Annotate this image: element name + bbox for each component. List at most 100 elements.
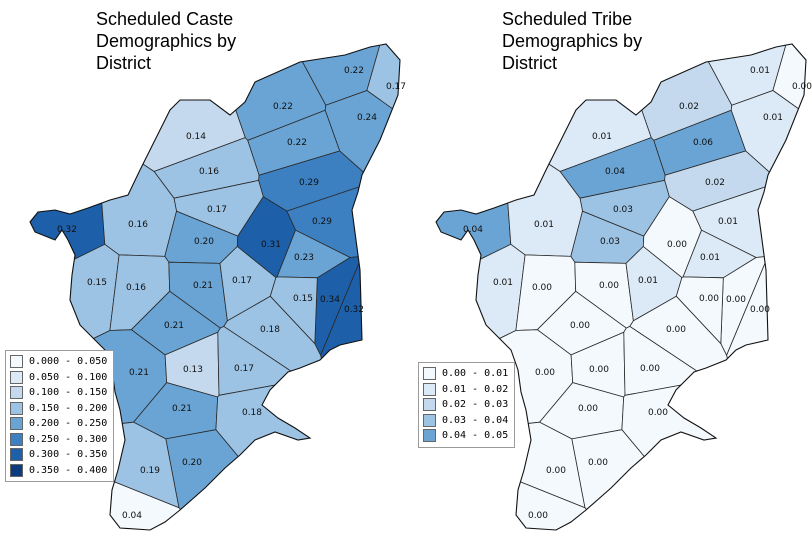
district-value-label: 0.00 <box>792 82 812 92</box>
legend-entry: 0.000 - 0.050 <box>10 354 107 370</box>
district-value-label: 0.00 <box>640 364 660 374</box>
legend-swatch <box>10 355 23 369</box>
district-value-label: 0.00 <box>535 368 555 378</box>
district-value-label: 0.34 <box>320 295 340 305</box>
district-region <box>621 379 806 530</box>
sc-map-panel: Scheduled Caste Demographics by District… <box>5 9 406 531</box>
district-value-label: 0.21 <box>164 321 184 331</box>
district-value-label: 0.29 <box>312 217 332 227</box>
legend-entry: 0.150 - 0.200 <box>10 401 107 417</box>
legend-entry: 0.350 - 0.400 <box>10 463 107 479</box>
legend-label: 0.02 - 0.03 <box>442 399 509 411</box>
st-title-line-1: Scheduled Tribe <box>502 9 633 29</box>
district-value-label: 0.22 <box>273 102 293 112</box>
district-value-label: 0.04 <box>605 167 625 177</box>
district-value-label: 0.16 <box>199 167 219 177</box>
legend-entry: 0.04 - 0.05 <box>423 428 508 444</box>
legend-entry: 0.050 - 0.100 <box>10 370 107 386</box>
district-value-label: 0.18 <box>242 408 262 418</box>
legend-swatch <box>423 429 436 443</box>
district-value-label: 0.00 <box>589 365 609 375</box>
district-value-label: 0.18 <box>260 325 280 335</box>
district-value-label: 0.04 <box>463 225 483 235</box>
legend-swatch <box>10 386 23 400</box>
sc-title-line-1: Scheduled Caste <box>96 9 234 29</box>
district-value-label: 0.04 <box>122 511 142 521</box>
district-value-label: 0.00 <box>666 325 686 335</box>
sc-choropleth-map: 0.22 0.17 0.22 0.24 0.14 0.22 0.16 0.29 0.17 0.32… <box>29 43 406 531</box>
district-value-label: 0.01 <box>718 217 738 227</box>
district-value-label: 0.06 <box>693 138 713 148</box>
district-value-label: 0.01 <box>592 132 612 142</box>
district-value-label: 0.01 <box>700 253 720 263</box>
legend-entry: 0.02 - 0.03 <box>423 397 508 413</box>
district-value-label: 0.16 <box>126 283 146 293</box>
district-value-label: 0.17 <box>232 276 252 286</box>
district-value-label: 0.00 <box>588 458 608 468</box>
district-value-label: 0.32 <box>344 305 364 315</box>
legend-label: 0.01 - 0.02 <box>442 383 509 395</box>
sc-title-line-3: District <box>96 53 151 73</box>
legend-entry: 0.03 - 0.04 <box>423 413 508 429</box>
district-value-label: 0.31 <box>261 240 281 250</box>
legend-label: 0.04 - 0.05 <box>442 430 509 442</box>
district-value-label: 0.21 <box>172 404 192 414</box>
district-value-label: 0.16 <box>128 220 148 230</box>
legend-swatch <box>423 382 436 396</box>
district-value-label: 0.20 <box>182 458 202 468</box>
district-value-label: 0.20 <box>194 237 214 247</box>
legend-entry: 0.300 - 0.350 <box>10 447 107 463</box>
district-value-label: 0.00 <box>699 294 719 304</box>
district-value-label: 0.01 <box>750 66 770 76</box>
district-value-label: 0.02 <box>705 178 725 188</box>
legend-label: 0.100 - 0.150 <box>29 387 108 399</box>
district-value-label: 0.00 <box>648 408 668 418</box>
district-value-label: 0.21 <box>193 281 213 291</box>
district-regions <box>436 44 806 530</box>
district-value-label: 0.01 <box>638 276 658 286</box>
legend-swatch <box>423 398 436 412</box>
district-value-label: 0.15 <box>87 278 107 288</box>
district-value-label: 0.32 <box>57 225 77 235</box>
legend-swatch <box>10 417 23 431</box>
sc-title-line-2: Demographics by <box>96 31 237 51</box>
st-legend: 0.00 - 0.01 0.01 - 0.02 0.02 - 0.03 0.03 - … <box>418 362 516 448</box>
st-map-title: Scheduled Tribe Demographics by District <box>502 8 642 74</box>
legend-swatch <box>10 432 23 446</box>
legend-swatch <box>10 463 23 477</box>
sc-legend: 0.000 - 0.050 0.050 - 0.100 0.100 - 0.150 0… <box>5 350 115 482</box>
district-value-label: 0.00 <box>570 321 590 331</box>
district-region <box>30 44 246 172</box>
legend-label: 0.150 - 0.200 <box>29 402 108 414</box>
state-outline <box>29 43 401 531</box>
district-value-label: 0.13 <box>183 365 203 375</box>
district-value-label: 0.17 <box>207 205 227 215</box>
legend-label: 0.350 - 0.400 <box>29 464 108 476</box>
district-value-label: 0.00 <box>667 240 687 250</box>
district-value-label: 0.01 <box>763 113 783 123</box>
st-title-line-2: Demographics by <box>502 31 643 51</box>
st-title-line-3: District <box>502 53 557 73</box>
district-region <box>436 44 652 172</box>
legend-swatch <box>10 401 23 415</box>
district-value-label: 0.03 <box>600 237 620 247</box>
legend-swatch <box>10 448 23 462</box>
st-map-panel: Scheduled Tribe Demographics by District… <box>406 0 812 547</box>
legend-swatch <box>10 370 23 384</box>
legend-swatch <box>423 367 436 381</box>
legend-label: 0.250 - 0.300 <box>29 433 108 445</box>
legend-swatch <box>423 413 436 427</box>
district-value-label: 0.03 <box>613 205 633 215</box>
district-value-label: 0.01 <box>534 220 554 230</box>
district-value-label: 0.21 <box>129 368 149 378</box>
state-outline <box>435 43 807 531</box>
legend-entry: 0.00 - 0.01 <box>423 366 508 382</box>
district-region <box>772 44 806 120</box>
district-region <box>215 379 400 530</box>
district-value-label: 0.00 <box>578 404 598 414</box>
district-value-label: 0.00 <box>532 283 552 293</box>
district-value-label: 0.17 <box>386 82 406 92</box>
legend-entry: 0.250 - 0.300 <box>10 432 107 448</box>
legend-entry: 0.200 - 0.250 <box>10 416 107 432</box>
district-value-label: 0.24 <box>357 113 377 123</box>
